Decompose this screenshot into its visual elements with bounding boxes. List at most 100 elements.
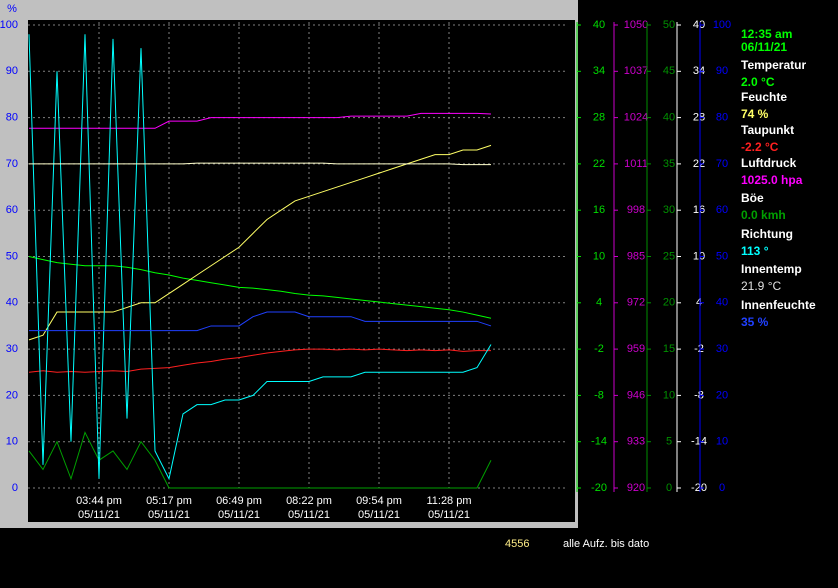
- panel-value: 35 %: [741, 315, 769, 329]
- right-tick-label: 50: [716, 250, 728, 262]
- y-tick-label: 40: [6, 297, 18, 309]
- x-tick-date: 05/11/21: [358, 509, 400, 521]
- right-tick-label: 22: [693, 158, 705, 170]
- current-time: 12:35 am: [741, 27, 792, 41]
- x-tick-date: 05/11/21: [288, 509, 330, 521]
- right-tick-label: 100: [713, 19, 731, 31]
- panel-label: Feuchte: [741, 90, 787, 104]
- right-tick-label: 20: [663, 297, 675, 309]
- current-date: 06/11/21: [741, 40, 787, 54]
- panel-value: 1025.0 hpa: [741, 173, 803, 187]
- right-tick-label: 80: [716, 112, 728, 124]
- panel-label: Innentemp: [741, 262, 802, 276]
- y-tick-label: 10: [6, 436, 18, 448]
- y-tick-label: 20: [6, 389, 18, 401]
- x-tick-label: 03:44 pm: [76, 495, 122, 507]
- panel-value: 113 °: [741, 244, 769, 258]
- right-tick-label: 959: [627, 343, 645, 355]
- right-tick-label: 0: [666, 482, 672, 494]
- right-tick-label: 16: [693, 204, 705, 216]
- y-tick-label: 30: [6, 343, 18, 355]
- right-tick-label: 920: [627, 482, 645, 494]
- right-tick-label: 25: [663, 250, 675, 262]
- series-line: [28, 348, 491, 373]
- right-tick-label: 40: [593, 19, 605, 31]
- series-line: [28, 431, 492, 489]
- right-tick-label: 30: [663, 204, 675, 216]
- right-tick-label: -20: [691, 482, 707, 494]
- right-tick-label: -2: [694, 343, 704, 355]
- panel-value: 74 %: [741, 107, 769, 121]
- panel-label: Böe: [741, 191, 764, 205]
- x-tick-date: 05/11/21: [218, 509, 260, 521]
- y-tick-label: 80: [6, 112, 18, 124]
- right-tick-label: 28: [693, 112, 705, 124]
- series-line: [29, 162, 491, 166]
- right-tick-label: -8: [694, 389, 704, 401]
- right-tick-label: 40: [716, 297, 728, 309]
- right-tick-label: 10: [693, 250, 705, 262]
- panel-label: Temperatur: [741, 58, 806, 72]
- panel-label: Taupunkt: [741, 123, 794, 137]
- axis-area: [578, 20, 728, 522]
- right-tick-label: 45: [663, 65, 675, 77]
- y-axis-label: %: [7, 3, 17, 15]
- right-tick-label: 16: [593, 204, 605, 216]
- x-tick-label: 11:28 pm: [426, 495, 471, 507]
- panel-label: Richtung: [741, 227, 793, 241]
- right-tick-label: -14: [591, 436, 607, 448]
- plot-area: [28, 20, 575, 522]
- right-tick-label: 10: [716, 436, 728, 448]
- right-tick-label: 22: [593, 158, 605, 170]
- right-tick-label: 4: [596, 297, 602, 309]
- right-tick-label: 1011: [624, 158, 648, 170]
- right-tick-label: -14: [691, 436, 707, 448]
- right-tick-label: 20: [716, 389, 728, 401]
- right-tick-label: 28: [593, 112, 605, 124]
- right-tick-label: 998: [627, 204, 645, 216]
- panel-value: 0.0 kmh: [741, 208, 786, 222]
- right-tick-label: 933: [627, 436, 645, 448]
- right-tick-label: 34: [593, 65, 605, 77]
- y-tick-label: 70: [6, 158, 18, 170]
- series-line: [29, 311, 492, 332]
- right-tick-label: 40: [663, 112, 675, 124]
- right-tick-label: 30: [716, 343, 728, 355]
- right-tick-label: 15: [663, 343, 675, 355]
- record-text: alle Aufz. bis dato: [563, 538, 649, 550]
- panel-value: 2.0 °C: [741, 75, 775, 89]
- panel-label: Luftdruck: [741, 156, 797, 170]
- right-tick-label: 34: [693, 65, 705, 77]
- y-tick-label: 90: [6, 65, 18, 77]
- right-tick-label: 946: [627, 389, 645, 401]
- y-tick-label: 60: [6, 204, 18, 216]
- right-tick-label: 0: [719, 482, 725, 494]
- y-tick-label: 0: [12, 482, 18, 494]
- x-tick-date: 05/11/21: [428, 509, 470, 521]
- series-line: [29, 112, 492, 129]
- x-tick-label: 09:54 pm: [356, 495, 402, 507]
- right-tick-label: 972: [627, 297, 645, 309]
- right-tick-label: 10: [663, 389, 675, 401]
- right-tick-label: -20: [591, 482, 607, 494]
- right-tick-label: 1037: [624, 65, 648, 77]
- x-tick-label: 05:17 pm: [146, 495, 192, 507]
- right-tick-label: 985: [627, 250, 645, 262]
- panel-label: Innenfeuchte: [741, 298, 816, 312]
- right-tick-label: 4: [696, 297, 702, 309]
- right-tick-label: 1024: [624, 112, 648, 124]
- series-line: [28, 34, 492, 481]
- right-tick-label: 70: [716, 158, 728, 170]
- x-tick-date: 05/11/21: [78, 509, 120, 521]
- right-tick-label: -8: [594, 389, 604, 401]
- right-tick-label: 60: [716, 204, 728, 216]
- panel-value: -2.2 °C: [741, 140, 779, 154]
- y-tick-label: 100: [0, 19, 18, 31]
- right-tick-label: 5: [666, 436, 672, 448]
- x-tick-label: 06:49 pm: [216, 495, 262, 507]
- right-tick-label: 1050: [624, 19, 648, 31]
- x-tick-label: 08:22 pm: [286, 495, 332, 507]
- right-tick-label: 50: [663, 19, 675, 31]
